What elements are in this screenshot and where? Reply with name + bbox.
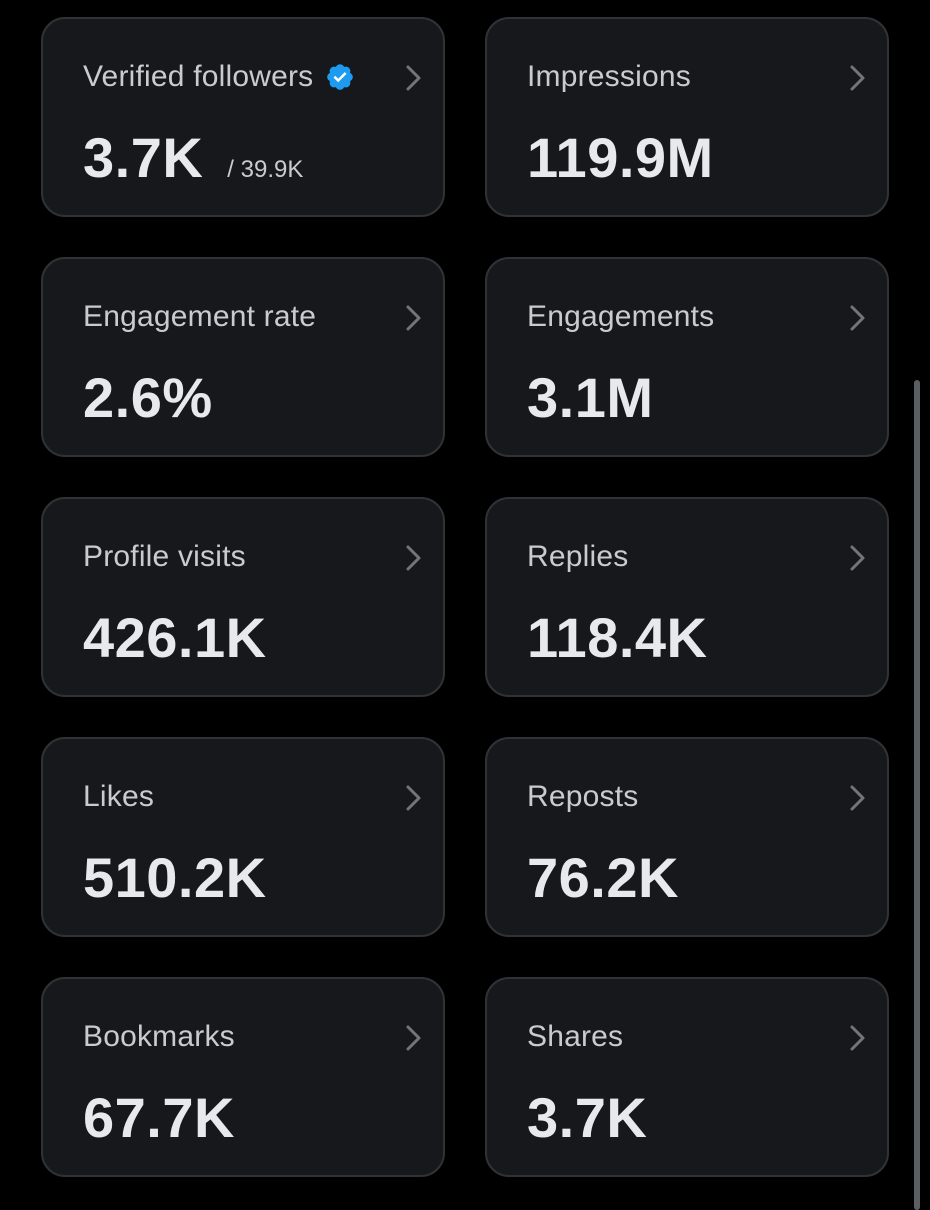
card-value: 3.1M [527,366,654,429]
card-likes[interactable]: Likes 510.2K [41,737,445,937]
scrollbar[interactable] [914,380,920,1210]
card-label: Profile visits [83,540,246,573]
card-label: Verified followers [83,60,314,93]
card-replies[interactable]: Replies 118.4K [485,497,889,697]
card-value: 2.6% [83,366,213,429]
card-label: Engagement rate [83,300,317,333]
analytics-grid: Verified followers 3.7K / 39.9K Impressi… [41,17,889,1177]
card-value-row: 119.9M [527,125,714,191]
card-value: 3.7K [83,126,204,189]
chevron-right-icon[interactable] [847,1023,869,1053]
card-value: 426.1K [83,606,267,669]
chevron-right-icon[interactable] [847,783,869,813]
card-value: 3.7K [527,1086,648,1149]
card-label: Engagements [527,300,715,333]
card-label: Replies [527,540,629,573]
chevron-right-icon[interactable] [847,303,869,333]
chevron-right-icon[interactable] [403,1023,425,1053]
card-value: 67.7K [83,1086,235,1149]
card-value-row: 67.7K [83,1085,235,1151]
chevron-right-icon[interactable] [403,303,425,333]
card-value-row: 3.7K [527,1085,647,1151]
chevron-right-icon[interactable] [403,543,425,573]
verified-badge-icon [325,62,355,92]
chevron-right-icon[interactable] [847,63,869,93]
card-bookmarks[interactable]: Bookmarks 67.7K [41,977,445,1177]
card-shares[interactable]: Shares 3.7K [485,977,889,1177]
card-label: Likes [83,780,155,813]
card-value: 76.2K [527,846,679,909]
card-value-row: 2.6% [83,365,213,431]
card-engagements[interactable]: Engagements 3.1M [485,257,889,457]
card-value-row: 3.7K / 39.9K [83,125,303,191]
card-total-followers: / 39.9K [227,156,304,183]
card-value-row: 510.2K [83,845,267,911]
card-impressions[interactable]: Impressions 119.9M [485,17,889,217]
card-verified-followers[interactable]: Verified followers 3.7K / 39.9K [41,17,445,217]
card-label: Impressions [527,60,691,93]
card-label: Bookmarks [83,1020,235,1053]
card-profile-visits[interactable]: Profile visits 426.1K [41,497,445,697]
card-engagement-rate[interactable]: Engagement rate 2.6% [41,257,445,457]
card-value-row: 118.4K [527,605,708,671]
card-reposts[interactable]: Reposts 76.2K [485,737,889,937]
card-label: Shares [527,1020,624,1053]
card-value-row: 76.2K [527,845,679,911]
chevron-right-icon[interactable] [403,783,425,813]
card-label: Reposts [527,780,639,813]
card-value: 118.4K [527,606,708,669]
card-value: 510.2K [83,846,267,909]
card-value-row: 426.1K [83,605,267,671]
card-label-wrap: Verified followers [83,59,355,95]
chevron-right-icon[interactable] [403,63,425,93]
chevron-right-icon[interactable] [847,543,869,573]
card-value: 119.9M [527,126,714,189]
card-value-row: 3.1M [527,365,654,431]
